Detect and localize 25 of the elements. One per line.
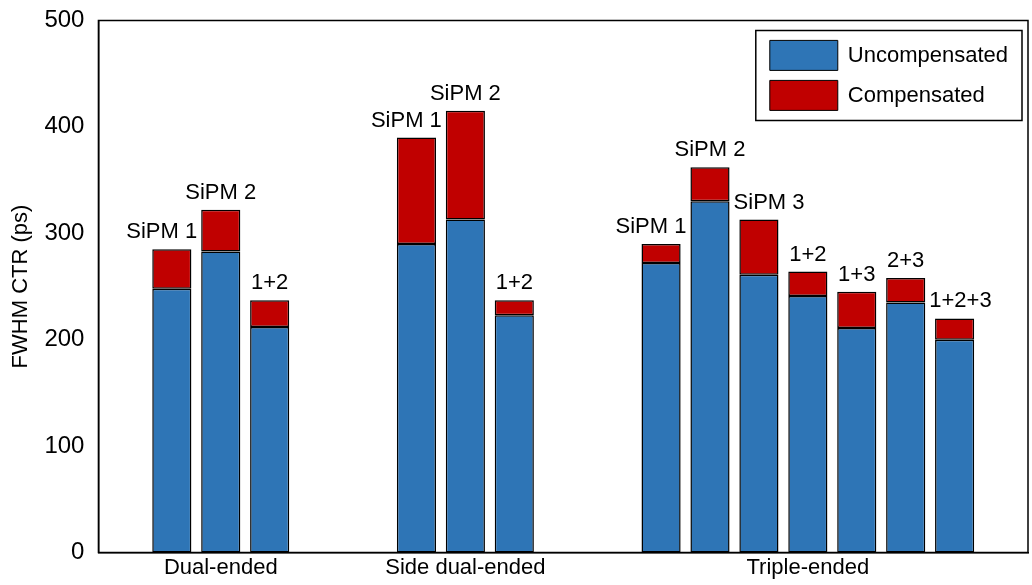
legend-label: Compensated <box>847 82 985 108</box>
y-tick-label: 300 <box>44 217 85 245</box>
annotation: SiPM 2 <box>185 178 257 204</box>
legend-label: Uncompensated <box>847 42 1009 68</box>
y-tick-label: 400 <box>44 111 85 139</box>
annotation: SiPM 2 <box>674 136 746 162</box>
annotation: 1+2 <box>251 269 289 295</box>
annotation: SiPM 1 <box>615 212 687 238</box>
x-tick-label: Dual-ended <box>163 553 278 579</box>
annotation: 1+2 <box>789 240 827 266</box>
y-tick-label: 200 <box>44 324 85 352</box>
y-tick-label: 500 <box>44 5 85 33</box>
annotation: SiPM 1 <box>370 106 442 132</box>
y-tick-label: 100 <box>44 430 85 458</box>
annotation: 1+2 <box>495 269 533 295</box>
annotation: 1+2+3 <box>929 287 992 313</box>
x-tick-label: Triple-ended <box>746 553 870 579</box>
x-tick-label: Side dual-ended <box>385 553 546 579</box>
annotation: 2+3 <box>887 247 925 273</box>
annotation: SiPM 2 <box>429 79 501 105</box>
annotation: 1+3 <box>838 260 876 286</box>
y-axis-title: FWHM CTR (ps) <box>7 204 33 369</box>
annotation: SiPM 1 <box>126 218 198 244</box>
y-tick-label: 0 <box>71 537 85 565</box>
annotation: SiPM 3 <box>733 188 805 214</box>
